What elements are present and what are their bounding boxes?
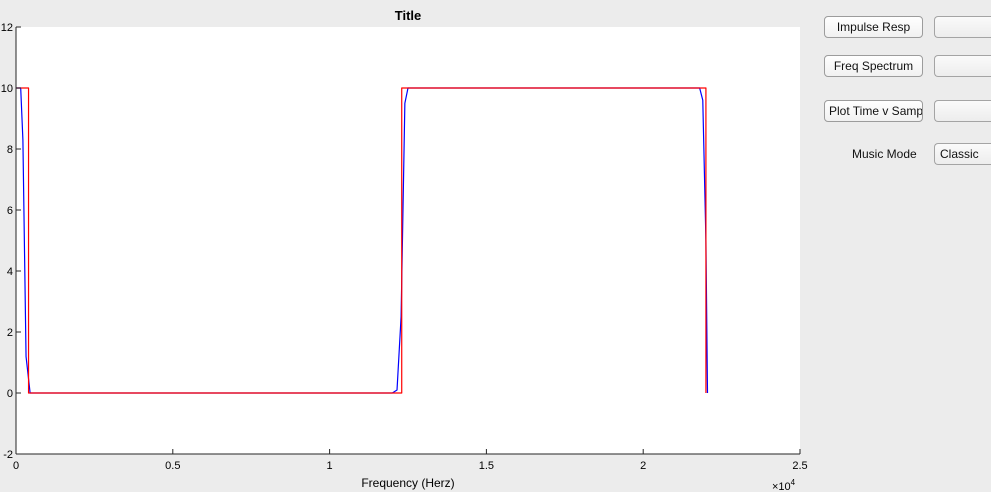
plot-time-v-samp-button[interactable]: Plot Time v Samp bbox=[824, 100, 923, 122]
y-tick-label: 2 bbox=[7, 327, 13, 339]
x-tick-label: 2 bbox=[640, 460, 646, 472]
y-tick-label: 6 bbox=[7, 205, 13, 217]
y-tick-label: 0 bbox=[7, 388, 13, 400]
x-exponent-base: ×10 bbox=[772, 481, 791, 492]
music-mode-label: Music Mode bbox=[852, 147, 917, 161]
x-axis-exponent: ×104 bbox=[772, 478, 796, 492]
impulse-resp-button[interactable]: Impulse Resp bbox=[824, 16, 923, 38]
freq-spectrum-field[interactable] bbox=[934, 55, 991, 77]
y-tick-label: 12 bbox=[1, 22, 13, 34]
series-layer bbox=[16, 87, 709, 394]
music-mode-select[interactable]: Classic bbox=[934, 143, 991, 165]
plot-time-v-samp-field[interactable] bbox=[934, 100, 991, 122]
impulse-resp-field[interactable] bbox=[934, 16, 991, 38]
chart-title: Title bbox=[395, 8, 422, 23]
x-tick-label: 1 bbox=[327, 460, 333, 472]
y-tick-label: 8 bbox=[7, 144, 13, 156]
series-line-2 bbox=[16, 87, 707, 394]
freq-spectrum-button[interactable]: Freq Spectrum bbox=[824, 55, 923, 77]
y-tick-label: -2 bbox=[3, 449, 13, 461]
x-axis-label: Frequency (Herz) bbox=[361, 476, 454, 490]
y-tick-label: 4 bbox=[7, 266, 13, 278]
x-tick-label: 0.5 bbox=[165, 460, 180, 472]
series-line-1 bbox=[16, 87, 709, 394]
x-tick-label: 2.5 bbox=[792, 460, 807, 472]
plot-area bbox=[16, 27, 800, 454]
y-tick-label: 10 bbox=[1, 83, 13, 95]
x-tick-label: 1.5 bbox=[479, 460, 494, 472]
x-exponent-power: 4 bbox=[791, 478, 796, 487]
x-tick-label: 0 bbox=[13, 460, 19, 472]
